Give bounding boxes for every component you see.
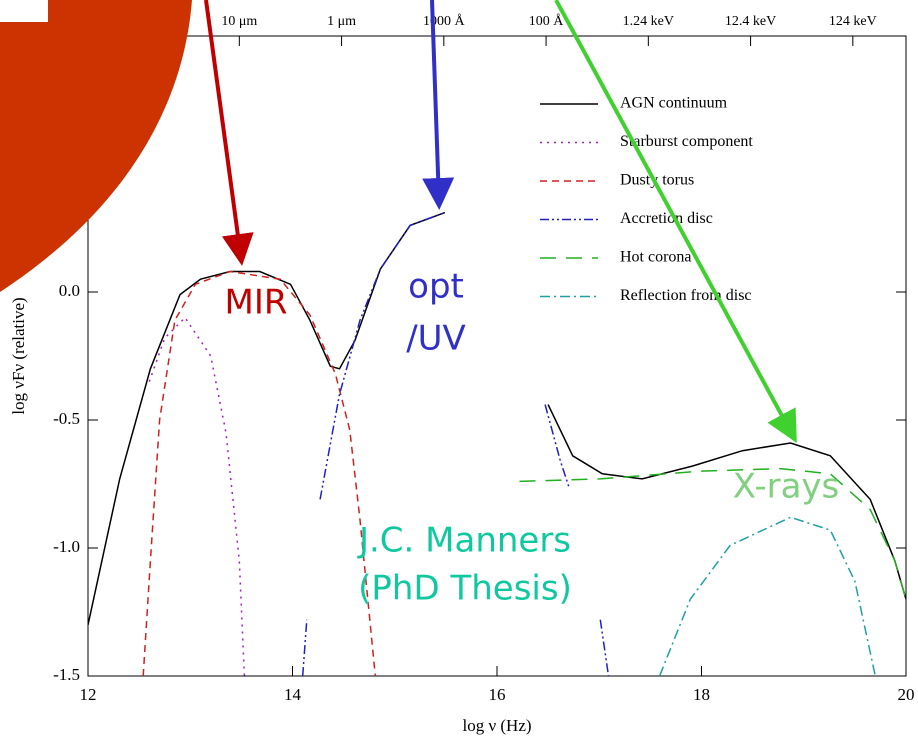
series-line xyxy=(88,211,906,625)
series-line xyxy=(301,211,610,676)
arrow xyxy=(554,0,797,444)
axes: 12 14 16 18 20 -1.5 -1.0 -0.5 0.0 10 μm 1 μm 1000 Å… xyxy=(53,13,914,704)
series-line xyxy=(519,467,906,600)
x-tick-label: 14 xyxy=(284,685,302,704)
annotation: X-rays xyxy=(733,467,840,507)
series-line xyxy=(658,516,877,676)
annotation: J.C. Manners xyxy=(357,521,571,561)
arrow xyxy=(422,0,455,210)
x2-tick-label: 1.24 keV xyxy=(623,14,674,29)
x2-tick-label: 100 Å xyxy=(529,13,565,29)
red-shape xyxy=(0,0,192,292)
annotation: (PhD Thesis) xyxy=(358,569,572,609)
legend-label: Dusty torus xyxy=(620,172,694,189)
annotation: /UV xyxy=(406,319,466,359)
white-box xyxy=(0,0,48,22)
y-axis-label: log νFν (relative) xyxy=(9,297,28,414)
annotation: opt xyxy=(408,267,464,307)
series-line xyxy=(148,316,246,676)
arrow xyxy=(204,0,254,266)
x2-tick-label: 1000 Å xyxy=(423,13,466,29)
y-tick-label: -0.5 xyxy=(53,409,80,428)
curves xyxy=(88,211,906,676)
x-tick-label: 12 xyxy=(80,685,97,704)
legend-label: Hot corona xyxy=(620,249,692,266)
x2-tick-label: 1 μm xyxy=(327,14,356,29)
legend-label: AGN continuum xyxy=(620,95,728,112)
annotation: MIR xyxy=(225,283,288,323)
x-axis-label: log ν (Hz) xyxy=(462,716,531,735)
series-line xyxy=(142,270,377,676)
legend-label: Starburst component xyxy=(620,133,753,150)
x2-tick-label: 10 μm xyxy=(221,14,257,29)
legend-label: Reflection from disc xyxy=(620,287,752,304)
y-tick-label: 0.0 xyxy=(59,281,80,300)
x-tick-label: 16 xyxy=(489,685,506,704)
x2-tick-label: 12.4 keV xyxy=(725,14,776,29)
x-tick-label: 18 xyxy=(693,685,710,704)
legend: AGN continuum Starburst component Dusty to… xyxy=(540,95,753,304)
legend-label: Accretion disc xyxy=(620,210,713,227)
x-tick-label: 20 xyxy=(898,685,915,704)
y-tick-label: -1.5 xyxy=(53,665,80,684)
x2-tick-label: 124 keV xyxy=(829,14,877,29)
y-tick-label: -1.0 xyxy=(53,537,80,556)
